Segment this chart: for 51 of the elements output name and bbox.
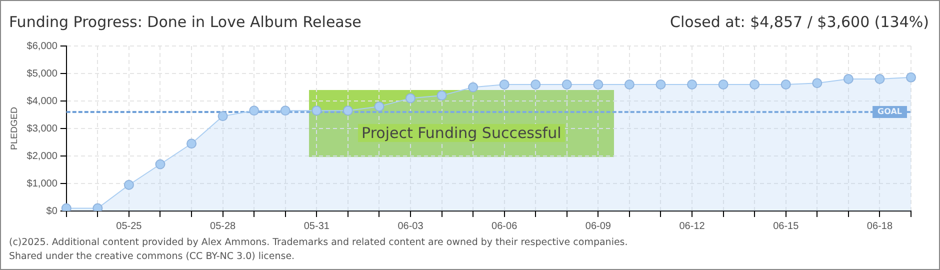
point — [530, 80, 541, 90]
chart-title: Funding Progress: Done in Love Album Release — [9, 13, 362, 31]
text: (c)2025. Additional content provided by Alex Ammons. Trademarks and related content are owned by their respective companies. — [9, 237, 628, 248]
point — [499, 80, 510, 90]
x-tick-label: 05-25 — [116, 220, 142, 232]
point — [374, 102, 384, 112]
point — [562, 80, 572, 90]
y-tick-label: $2,000 — [26, 150, 58, 162]
y-tick-label: $6,000 — [26, 40, 58, 52]
chart-subtitle: Closed at: $4,857 / $3,600 (134%) — [670, 13, 929, 31]
x-tick-label: 06-18 — [866, 220, 893, 232]
y-tick-label: $0 — [46, 206, 58, 217]
point — [218, 111, 228, 122]
y-tick-label: $4,000 — [26, 96, 58, 107]
point — [812, 78, 822, 88]
x-tick-label: 06-06 — [492, 220, 518, 232]
point — [405, 93, 416, 104]
point — [687, 80, 698, 90]
y-tick-label: $1,000 — [26, 178, 58, 190]
point — [874, 74, 885, 84]
point — [750, 80, 760, 90]
y-tick-label: $5,000 — [26, 68, 58, 80]
point — [656, 80, 666, 90]
point — [342, 106, 353, 116]
point — [468, 82, 478, 92]
point — [280, 106, 290, 116]
point — [92, 203, 103, 211]
point — [249, 106, 260, 116]
x-tick-label: 05-31 — [304, 220, 330, 232]
point — [906, 72, 916, 82]
point — [843, 74, 854, 84]
x-tick-label: 05-28 — [210, 220, 236, 232]
y-axis-title: PLEDGED — [8, 106, 19, 150]
point — [186, 138, 197, 149]
text: Shared under the creative commons (CC BY-NC 3.0) license. — [9, 251, 295, 262]
banner: Project Funding Successful — [308, 90, 614, 158]
point — [593, 80, 604, 90]
x-tick-label: 06-12 — [679, 220, 706, 232]
x-tick-label: 06-09 — [585, 220, 612, 232]
point — [624, 80, 634, 90]
ref-line-label: GOAL — [878, 107, 902, 116]
x-tick-label: 06-03 — [398, 220, 424, 232]
point — [718, 80, 728, 90]
point — [436, 90, 447, 100]
annotation: Project Funding Successful — [358, 124, 566, 142]
point — [155, 159, 166, 170]
x-tick-label: 06-15 — [773, 220, 800, 232]
point — [312, 106, 322, 116]
point — [780, 80, 791, 90]
point — [124, 180, 134, 190]
y-tick-label: $3,000 — [26, 123, 58, 134]
